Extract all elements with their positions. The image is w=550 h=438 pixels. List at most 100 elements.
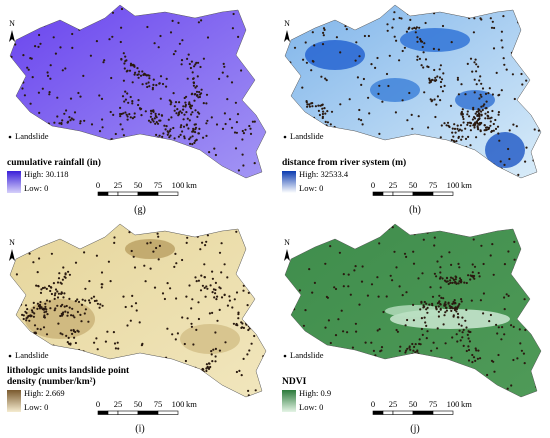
landslide-point <box>305 118 309 121</box>
landslide-point <box>452 165 455 168</box>
landslide-point <box>201 385 204 388</box>
scale-unit: km <box>461 399 472 409</box>
landslide-point <box>325 79 328 82</box>
landslide-point <box>101 126 104 129</box>
landslide-point <box>361 265 364 268</box>
landslide-point <box>511 73 514 76</box>
landslide-point <box>196 378 199 381</box>
landslide-point <box>84 287 87 290</box>
scale-segment <box>157 191 179 196</box>
landslide-point <box>289 105 292 108</box>
landslide-point <box>488 87 491 90</box>
landslide-point <box>449 159 452 162</box>
scale-unit: km <box>186 399 197 409</box>
landslide-point <box>200 19 203 22</box>
landslide-point <box>492 129 495 132</box>
landslide-point <box>231 306 234 309</box>
landslide-point <box>122 79 125 82</box>
landslide-point <box>31 76 34 79</box>
landslide-point <box>429 98 432 101</box>
landslide-point <box>38 111 41 114</box>
landslide-point <box>349 214 351 216</box>
landslide-point <box>478 275 481 278</box>
landslide-point <box>195 138 198 141</box>
landslide-point <box>206 36 210 39</box>
landslide-point <box>57 322 60 325</box>
landslide-point <box>419 343 422 346</box>
landslide-point <box>319 206 321 208</box>
landslide-point <box>321 112 324 116</box>
landslide-point <box>122 295 125 298</box>
landslide-point <box>183 137 186 140</box>
landslide-point <box>313 125 316 128</box>
landslide-point <box>514 266 518 270</box>
landslide-point <box>51 131 54 135</box>
landslide-point <box>23 94 26 97</box>
landslide-point <box>21 313 24 316</box>
landslide-point <box>214 355 217 358</box>
landslide-point <box>218 349 221 352</box>
landslide-point <box>130 305 133 308</box>
landslide-point <box>391 226 394 229</box>
landslide-point <box>324 262 327 265</box>
landslide-point <box>329 123 332 126</box>
landslide-point <box>56 290 59 293</box>
landslide-point <box>380 139 383 142</box>
landslide-point <box>527 289 530 292</box>
landslide-point <box>477 110 480 113</box>
landslide-point <box>135 309 138 312</box>
landslide-point <box>81 298 84 301</box>
landslide-point <box>232 322 235 325</box>
landslide-point <box>485 128 488 131</box>
landslide-point <box>339 103 342 106</box>
landslide-point <box>42 154 46 157</box>
landslide-point <box>324 137 327 140</box>
landslide-point <box>74 261 78 264</box>
landslide-point <box>387 84 390 88</box>
landslide-point <box>67 394 70 397</box>
scale-label: 50 <box>134 180 143 190</box>
landslide-point <box>468 330 471 334</box>
landslide-point <box>321 43 325 46</box>
landslide-point <box>154 114 157 118</box>
landslide-point <box>474 112 477 115</box>
landslide-point <box>153 117 156 120</box>
landslide-point <box>507 147 510 151</box>
landslide-point <box>144 73 147 76</box>
landslide-point <box>25 234 28 237</box>
landslide-point <box>52 357 55 360</box>
landslide-point <box>299 398 301 400</box>
landslide-point <box>413 26 416 29</box>
landslide-point <box>184 359 187 363</box>
landslide-point <box>456 124 459 127</box>
landslide-point <box>302 324 305 327</box>
landslide-point <box>18 302 21 305</box>
landslide-point <box>484 117 487 120</box>
landslide-point <box>237 313 240 316</box>
landslide-point <box>124 55 127 58</box>
landslide-point <box>226 304 229 307</box>
landslide-point <box>492 122 495 126</box>
landslide-point <box>133 64 136 67</box>
landslide-point <box>334 130 337 133</box>
landslide-point <box>460 278 463 282</box>
landslide-point <box>124 90 127 93</box>
landslide-point <box>90 297 93 300</box>
landslide-point <box>247 291 250 294</box>
landslide-point <box>527 46 530 50</box>
landslide-point <box>61 119 64 122</box>
scale-label: 75 <box>429 399 438 409</box>
landslide-point <box>473 61 476 64</box>
landslide-point <box>318 113 321 117</box>
landslide-point <box>429 382 432 385</box>
landslide-point <box>130 182 132 184</box>
landslide-point <box>490 7 494 10</box>
landslide-point <box>322 125 325 128</box>
landslide-point <box>476 357 479 360</box>
landslide-point <box>462 117 465 121</box>
landslide-point <box>16 104 19 108</box>
landslide-point <box>180 111 183 114</box>
landslide-point <box>520 37 523 40</box>
landslide-point <box>26 66 29 69</box>
landslide-point <box>503 263 506 266</box>
